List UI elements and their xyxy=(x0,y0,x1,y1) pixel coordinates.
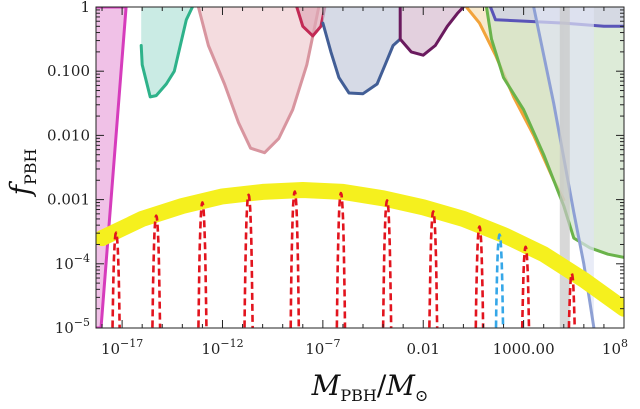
x-tick-label: 10−17 xyxy=(101,337,143,358)
y-tick-label: 0.010 xyxy=(47,126,90,144)
x-tick-label: 108 xyxy=(602,337,628,358)
constraint-regions xyxy=(96,7,624,328)
blue-spectrum-curve xyxy=(494,233,505,328)
x-tick-label: 1000.00 xyxy=(493,340,555,358)
x-tick-label: 0.01 xyxy=(407,340,440,358)
constraint-boundary-teal xyxy=(139,7,194,99)
red-spectrum-curve xyxy=(243,193,254,328)
yellow-envelope-curve xyxy=(96,182,624,317)
constraint-boundary-periwinkle xyxy=(532,7,596,328)
x-axis-title: MPBH/M⊙ xyxy=(311,369,429,405)
axis-ticks xyxy=(96,6,625,329)
constraint-boundary-steelblue xyxy=(321,21,402,96)
red-spectrum-curve xyxy=(520,245,531,328)
constraint-boundary-green xyxy=(485,7,624,259)
constraint-boundary-magenta xyxy=(96,7,128,328)
red-spectrum-curve xyxy=(289,190,301,328)
x-tick-label: 10−12 xyxy=(201,337,243,358)
y-tick-label: 10−5 xyxy=(55,316,90,337)
y-tick-label: 0.001 xyxy=(47,191,90,209)
axis-tick-labels: 10−17 10−12 10−7 0.01 1000.00 108 1 0.100 0.010 0… xyxy=(47,0,628,358)
red-spectrum-curve xyxy=(381,199,393,328)
x-tick-label: 10−7 xyxy=(305,337,340,358)
y-tick-label: 10−4 xyxy=(55,252,90,273)
y-tick-label: 0.100 xyxy=(47,62,90,80)
constraint-region-periwinkle xyxy=(533,7,594,328)
red-spectrum-curve xyxy=(111,231,121,328)
constraint-boundary-pink xyxy=(196,7,321,155)
constraint-region-plum xyxy=(400,7,464,56)
red-spectrum-curve xyxy=(335,191,347,328)
constraint-boundary-plum xyxy=(398,7,465,57)
red-spectrum-curve xyxy=(197,201,208,328)
constraint-region-teal xyxy=(141,7,193,97)
constraint-region-grey-band xyxy=(559,7,570,328)
spectra-curves xyxy=(96,182,624,328)
y-tick-label: 1 xyxy=(80,0,90,16)
red-spectrum-curve xyxy=(474,225,485,328)
red-spectrum-curve xyxy=(428,210,439,328)
constraint-boundary-crimson xyxy=(295,7,327,38)
red-spectrum-curve xyxy=(151,214,162,328)
plot-frame xyxy=(95,6,625,329)
